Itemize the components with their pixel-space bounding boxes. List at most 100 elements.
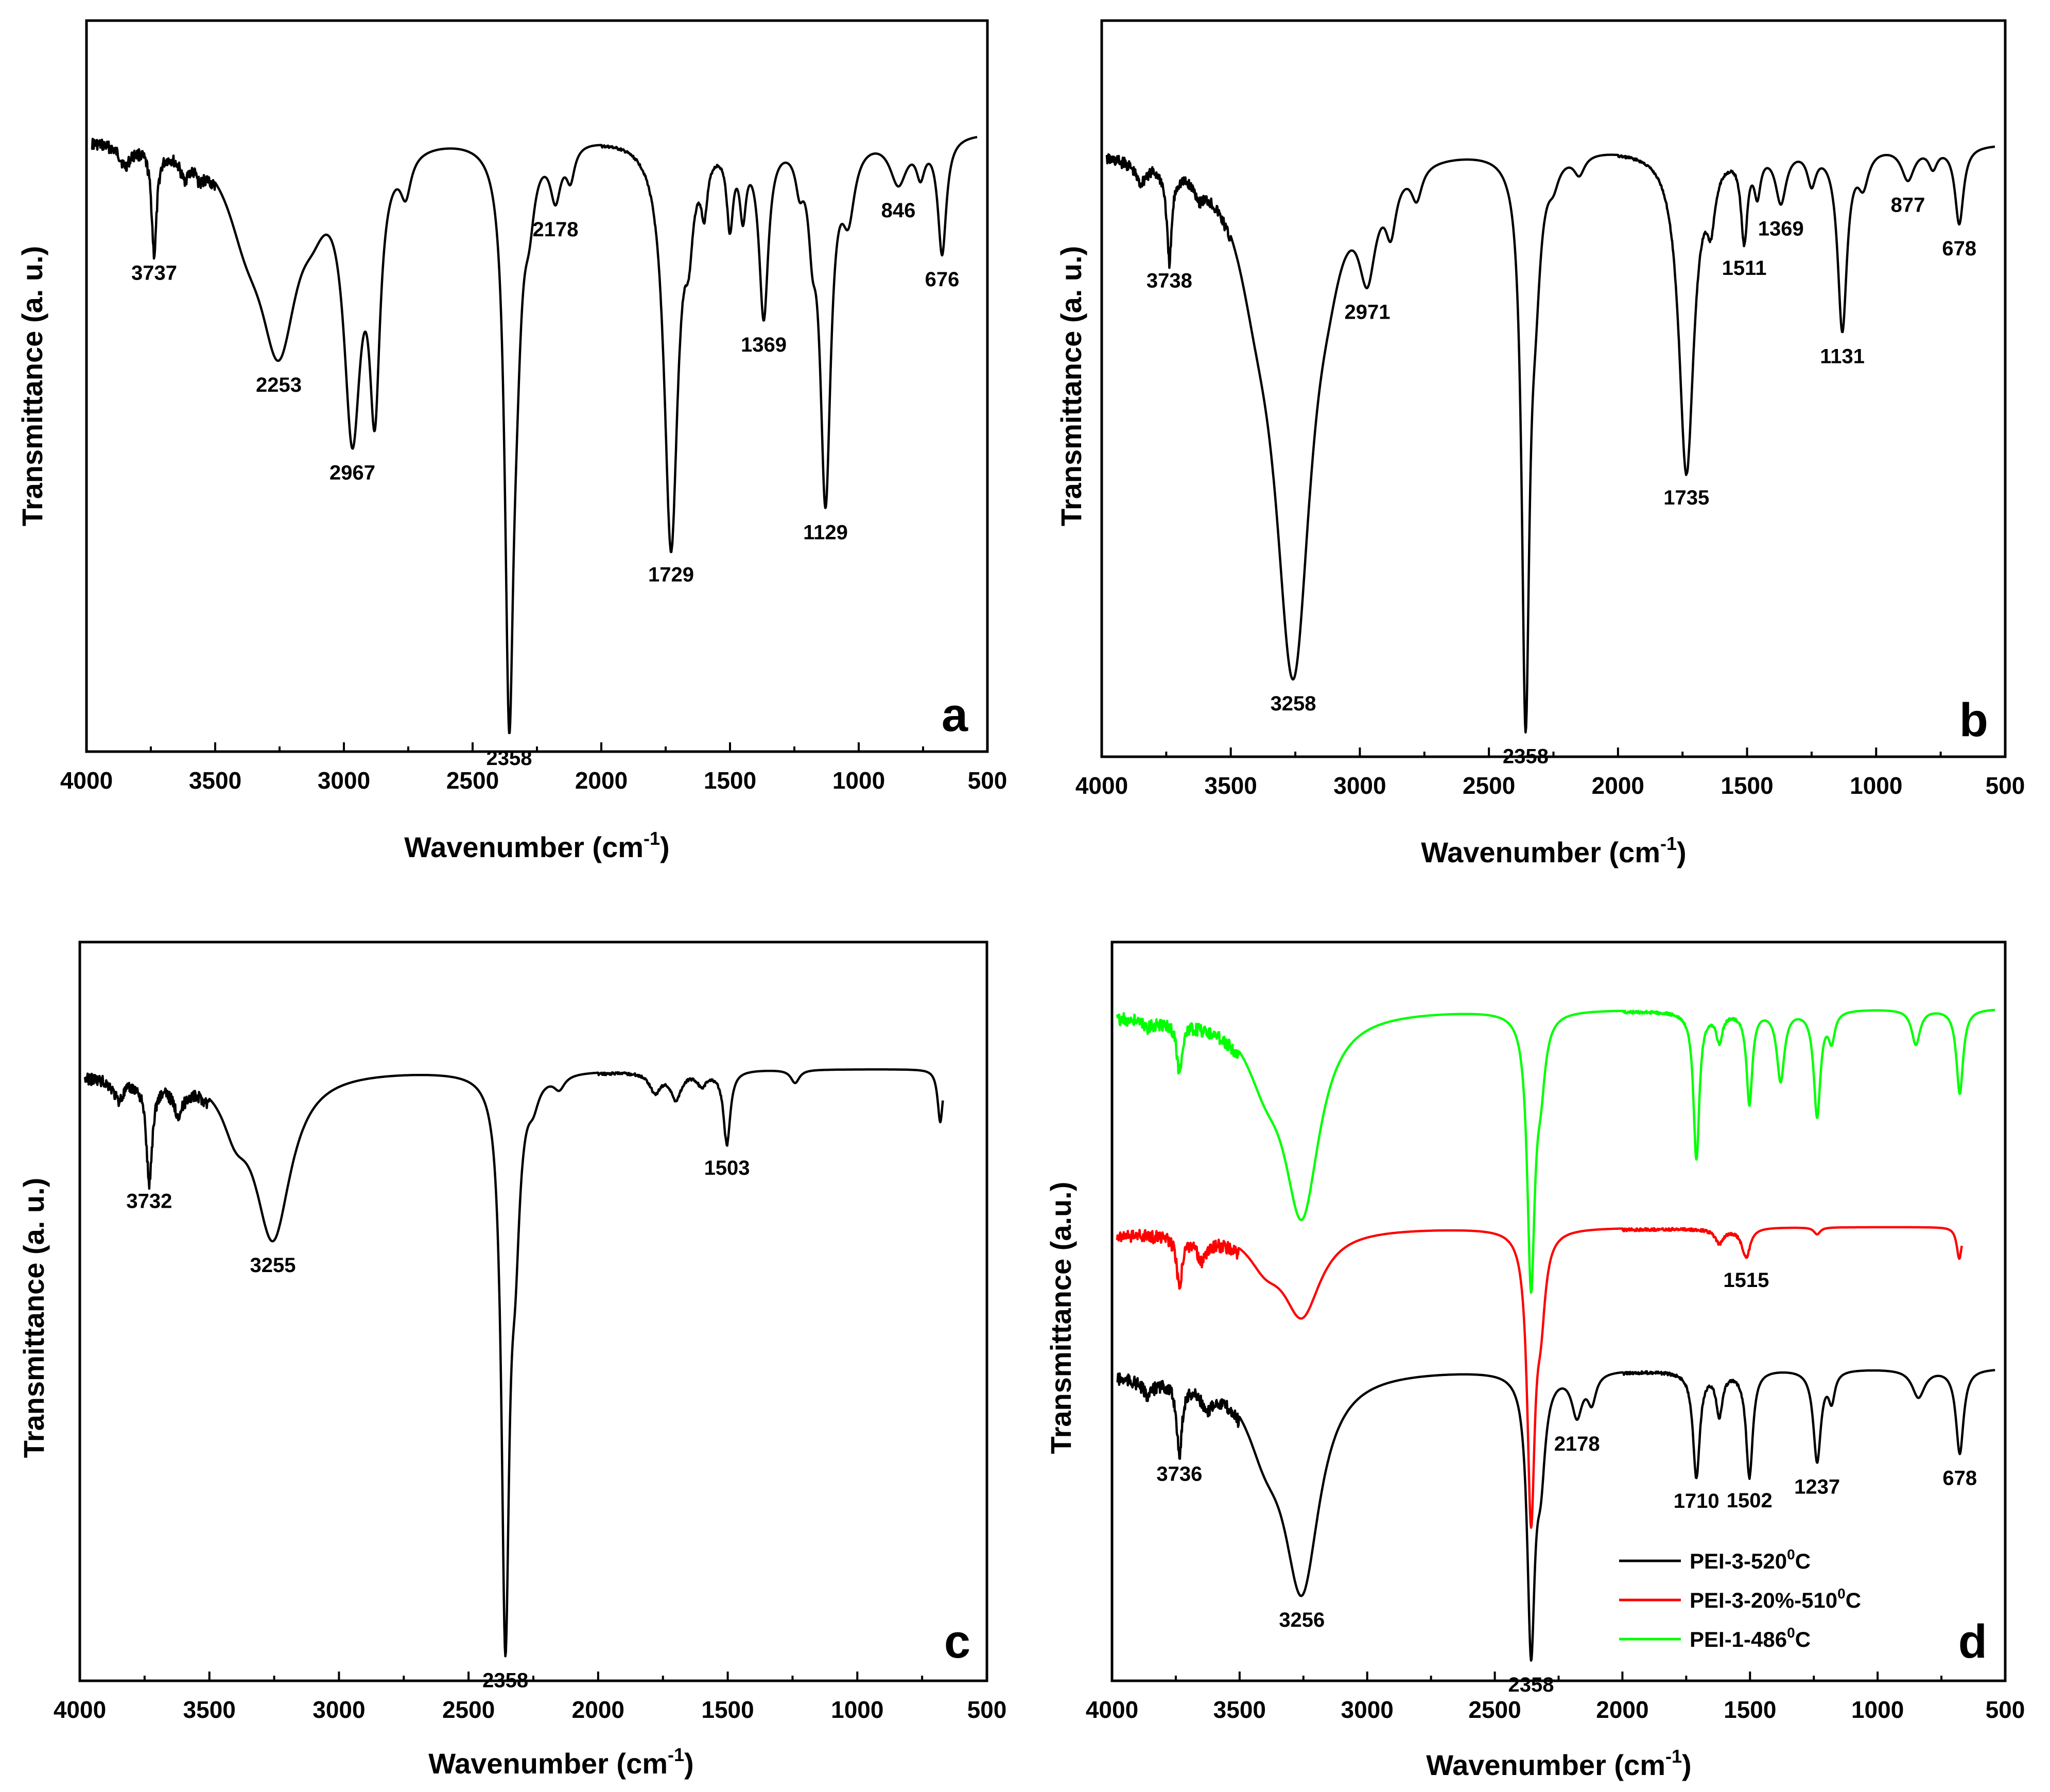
x-tick-label: 3000 [318, 767, 370, 794]
peak-label: 3732 [126, 1190, 172, 1212]
peak-label: 1129 [803, 521, 848, 544]
panel-d-y-axis-label: Transmittance (a.u.) [1045, 1181, 1077, 1454]
x-tick-label: 1000 [832, 767, 885, 794]
peak-label: 1502 [1727, 1489, 1773, 1512]
legend-label-pei-3-20-510: PEI-3-20%-5100C [1690, 1586, 1861, 1612]
panel-c-peak-labels: 3732 3255 2358 1503 [126, 1157, 750, 1692]
peak-label: 2358 [487, 747, 532, 770]
peak-label: 1729 [648, 564, 694, 586]
legend-item-pei-3-20-510: PEI-3-20%-5100C [1619, 1586, 1861, 1612]
peak-label: 3737 [131, 262, 177, 285]
x-tick-label: 1000 [1851, 1696, 1904, 1723]
panel-b-x-ticks: 4000 3500 3000 2500 2000 1500 1000 500 [1075, 747, 2025, 799]
peak-label: 1369 [1758, 218, 1804, 240]
panel-b-plot-area [1100, 19, 2007, 758]
panel-c-letter: c [944, 1615, 970, 1668]
x-tick-label: 3500 [183, 1696, 236, 1723]
peak-label: 2971 [1344, 301, 1390, 324]
x-tick-label: 2500 [446, 767, 499, 794]
x-tick-label: 1500 [704, 767, 756, 794]
peak-label: 1369 [741, 334, 787, 356]
peak-label: 1131 [1820, 345, 1865, 368]
panel-d: 4000 3500 3000 2500 2000 1500 1000 500 3736 3256… [1045, 941, 2025, 1781]
panel-a-x-ticks: 4000 3500 3000 2500 2000 1500 1000 500 [60, 742, 1007, 794]
peak-label: 1511 [1722, 257, 1767, 280]
x-tick-label: 2000 [572, 1696, 624, 1723]
peak-label: 2178 [1554, 1433, 1600, 1455]
legend-item-pei-3-520: PEI-3-5200C [1619, 1546, 1811, 1573]
x-tick-label: 4000 [60, 767, 113, 794]
peak-label: 2358 [1503, 745, 1549, 768]
peak-label: 1735 [1663, 486, 1709, 509]
panel-d-peak-labels: 3736 3256 2358 2178 1710 1502 1237 678 1515 [1156, 1269, 1977, 1696]
peak-label: 3255 [250, 1254, 296, 1277]
x-tick-label: 2500 [1463, 772, 1515, 799]
peak-label: 678 [1942, 237, 1976, 260]
panel-a-letter: a [942, 689, 968, 741]
peak-label: 1503 [704, 1157, 750, 1179]
x-tick-label: 500 [967, 1696, 1007, 1723]
panel-d-x-ticks: 4000 3500 3000 2500 2000 1500 1000 500 [1086, 1672, 2025, 1723]
x-tick-label: 1000 [831, 1696, 883, 1723]
panel-b: 4000 3500 3000 2500 2000 1500 1000 500 3738 2971… [1055, 19, 2025, 868]
x-tick-label: 3500 [1213, 1696, 1266, 1723]
panel-d-series-pei-3-20-510 [1116, 1226, 1963, 1529]
peak-label: 1237 [1794, 1476, 1840, 1499]
panel-d-series-pei-3-520 [1116, 1369, 1996, 1662]
panel-d-legend: PEI-3-5200C PEI-3-20%-5100C PEI-1-4860C [1619, 1546, 1861, 1651]
x-tick-label: 4000 [54, 1696, 106, 1723]
panel-d-series-pei-1-486 [1116, 1008, 1996, 1294]
x-tick-label: 500 [1986, 772, 2025, 799]
x-tick-label: 3000 [1333, 772, 1386, 799]
peak-label: 1710 [1674, 1490, 1719, 1512]
panel-b-x-axis-label: Wavenumber (cm-1) [1421, 833, 1686, 868]
panel-a-plot-area [85, 19, 989, 753]
peak-label: 676 [925, 268, 960, 291]
x-tick-label: 3000 [1341, 1696, 1394, 1723]
panel-a: 4000 3500 3000 2500 2000 1500 1000 500 3737 2253… [16, 19, 1007, 863]
panel-d-x-axis-label: Wavenumber (cm-1) [1426, 1746, 1691, 1781]
peak-label: 3258 [1271, 692, 1316, 715]
panel-d-plot-area [1110, 941, 2007, 1682]
x-tick-label: 1500 [1724, 1696, 1776, 1723]
panel-c-spectrum-line [83, 1068, 944, 1658]
panel-c-y-axis-label: Transmittance (a. u.) [18, 1178, 50, 1458]
peak-label: 846 [881, 199, 916, 222]
legend-label-pei-1-486: PEI-1-4860C [1690, 1625, 1811, 1651]
panel-a-spectrum-line [91, 135, 978, 735]
panel-a-y-axis-label: Transmittance (a. u.) [16, 246, 48, 527]
panel-b-peak-labels: 3738 2971 3258 2358 1735 1511 1369 1131 877 678 [1146, 194, 1976, 768]
legend-label-pei-3-520: PEI-3-5200C [1690, 1546, 1811, 1573]
panel-d-letter: d [1958, 1615, 1987, 1668]
panel-b-y-axis-label: Transmittance (a. u.) [1055, 246, 1087, 527]
x-tick-label: 500 [1986, 1696, 2025, 1723]
legend-item-pei-1-486: PEI-1-4860C [1619, 1625, 1811, 1651]
x-tick-label: 4000 [1086, 1696, 1138, 1723]
peak-label: 2967 [329, 462, 375, 484]
x-tick-label: 3500 [1205, 772, 1257, 799]
x-tick-label: 2500 [442, 1696, 495, 1723]
peak-label: 2253 [256, 374, 302, 396]
panel-a-x-axis-label: Wavenumber (cm-1) [404, 828, 669, 863]
peak-label: 2358 [1508, 1674, 1554, 1696]
x-tick-label: 2500 [1468, 1696, 1521, 1723]
x-tick-label: 2000 [575, 767, 628, 794]
panel-c-plot-area [78, 941, 988, 1682]
peak-label: 3256 [1279, 1609, 1325, 1631]
x-tick-label: 3500 [189, 767, 241, 794]
x-tick-label: 1500 [1721, 772, 1773, 799]
peak-label: 3736 [1156, 1463, 1202, 1486]
x-tick-label: 1500 [701, 1696, 754, 1723]
x-tick-label: 500 [968, 767, 1007, 794]
panel-b-letter: b [1959, 694, 1988, 746]
peak-label: 2178 [533, 218, 579, 241]
panel-c-x-axis-label: Wavenumber (cm-1) [428, 1744, 693, 1780]
peak-label: 877 [1891, 194, 1925, 217]
peak-label: 2358 [482, 1669, 528, 1692]
panel-a-peak-labels: 3737 2253 2967 2358 2178 1729 1369 1129 846 676 [131, 199, 959, 770]
panel-c: 4000 3500 3000 2500 2000 1500 1000 500 3732 3255… [18, 941, 1007, 1780]
x-tick-label: 4000 [1075, 772, 1128, 799]
panel-b-spectrum-line [1105, 145, 1996, 734]
panel-c-x-ticks: 4000 3500 3000 2500 2000 1500 1000 500 [54, 1672, 1007, 1723]
